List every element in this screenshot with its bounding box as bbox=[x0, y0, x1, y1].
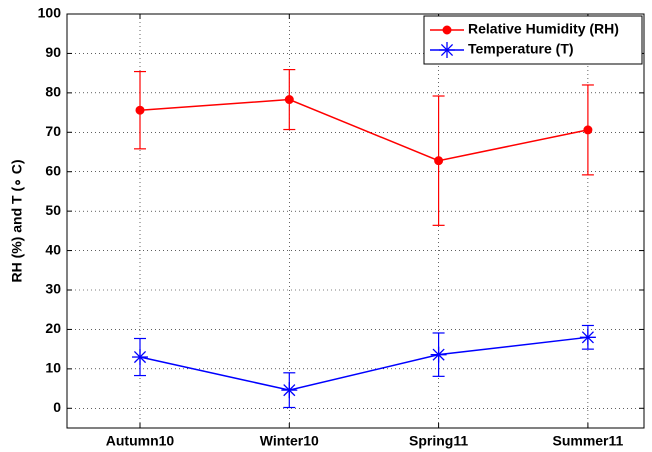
marker-stroke bbox=[440, 43, 454, 57]
y-tick-label: 90 bbox=[45, 44, 61, 60]
point bbox=[583, 125, 593, 135]
point bbox=[430, 346, 447, 363]
point bbox=[132, 349, 148, 366]
point bbox=[579, 329, 596, 346]
y-tick-label: 50 bbox=[45, 202, 61, 218]
point bbox=[284, 95, 294, 105]
point bbox=[135, 105, 145, 115]
point bbox=[434, 156, 444, 166]
y-tick-label: 80 bbox=[45, 84, 61, 100]
legend-label: Temperature (T) bbox=[468, 41, 574, 57]
series-line bbox=[139, 336, 588, 391]
y-axis-label: RH (%) and T (∘ C) bbox=[9, 159, 25, 282]
plot-area bbox=[67, 14, 644, 428]
series-line bbox=[139, 98, 589, 162]
marker-stroke bbox=[133, 350, 147, 364]
legend-marker bbox=[442, 25, 452, 35]
x-tick-label: Autumn10 bbox=[106, 433, 175, 449]
marker-stroke bbox=[432, 348, 445, 361]
y-tick-label: 40 bbox=[45, 241, 61, 257]
x-tick-label: Winter10 bbox=[260, 433, 319, 449]
y-tick-label: 60 bbox=[45, 162, 61, 178]
legend-box bbox=[423, 15, 643, 65]
y-tick-label: 70 bbox=[45, 123, 61, 139]
x-tick-label: Spring11 bbox=[409, 433, 468, 449]
marker-stroke bbox=[581, 331, 594, 344]
plot-frame bbox=[66, 13, 645, 429]
y-tick-label: 0 bbox=[53, 399, 61, 415]
legend-marker bbox=[439, 42, 455, 58]
y-tick-label: 10 bbox=[45, 360, 61, 376]
y-tick-label: 20 bbox=[45, 320, 61, 336]
point bbox=[281, 382, 298, 399]
y-tick-label: 30 bbox=[45, 281, 61, 297]
legend-label: Relative Humidity (RH) bbox=[468, 21, 619, 37]
y-tick-label: 100 bbox=[38, 5, 62, 21]
x-tick-label: Summer11 bbox=[552, 433, 623, 449]
marker-stroke bbox=[283, 384, 296, 397]
